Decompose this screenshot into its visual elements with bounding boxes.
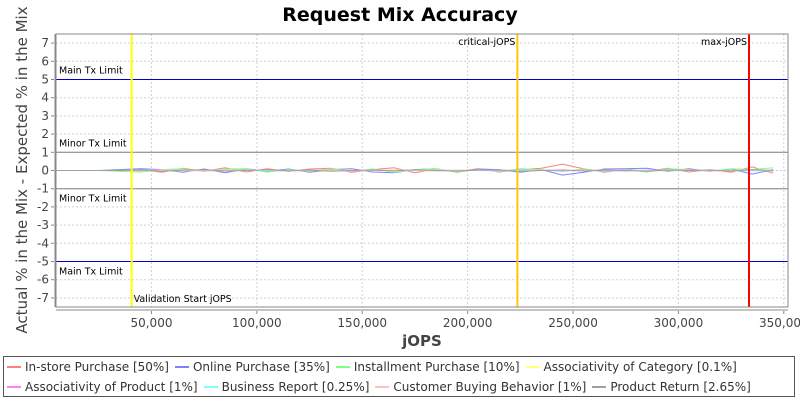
legend-swatch — [375, 386, 390, 388]
legend-label: Customer Buying Behavior [1%] — [393, 380, 587, 394]
x-tick-label: 250,000 — [548, 316, 598, 330]
y-tick-label: 3 — [41, 109, 49, 123]
y-tick-label: -4 — [37, 236, 49, 250]
legend-label: Associativity of Product [1%] — [25, 380, 198, 394]
legend-item: Installment Purchase [10%] — [335, 360, 520, 374]
plot-border — [55, 33, 789, 308]
series-line-7 — [56, 169, 774, 172]
x-tick-label: 50,000 — [130, 316, 172, 330]
vertical-marker-label: critical-jOPS — [458, 37, 515, 48]
y-tick-label: -3 — [37, 218, 49, 232]
legend-item: Associativity of Category [0.1%] — [525, 360, 737, 374]
legend-item: Online Purchase [35%] — [174, 360, 330, 374]
legend-label: Installment Purchase [10%] — [353, 360, 520, 374]
legend-swatch — [174, 366, 189, 368]
legend-item: Customer Buying Behavior [1%] — [375, 380, 586, 394]
vertical-marker-label: max-jOPS — [701, 37, 747, 48]
legend: In-store Purchase [50%] Online Purchase [… — [3, 356, 795, 397]
y-tick-label: 1 — [41, 145, 49, 159]
legend-item: Product Return [2.65%] — [592, 380, 751, 394]
legend-label: Online Purchase [35%] — [192, 360, 330, 374]
x-tick-label: 350,000 — [759, 316, 800, 330]
legend-label: Business Report [0.25%] — [221, 380, 370, 394]
y-tick-label: -6 — [37, 273, 49, 287]
x-tick-label: 150,000 — [337, 316, 387, 330]
y-tick-label: -7 — [37, 291, 49, 305]
horizontal-marker-label: Main Tx Limit — [59, 66, 123, 77]
y-tick-label: 4 — [41, 91, 49, 105]
y-tick-label: 5 — [41, 73, 49, 87]
legend-label: Product Return [2.65%] — [610, 380, 751, 394]
vertical-marker-label: Validation Start jOPS — [134, 294, 232, 305]
y-tick-label: -1 — [37, 182, 49, 196]
legend-swatch — [203, 386, 218, 388]
legend-item: Business Report [0.25%] — [203, 380, 370, 394]
legend-swatch — [7, 386, 21, 388]
legend-swatch — [7, 366, 21, 368]
y-tick-label: -5 — [37, 255, 49, 269]
x-tick-label: 200,000 — [443, 316, 493, 330]
x-tick-label: 300,000 — [654, 316, 704, 330]
legend-swatch — [592, 386, 607, 388]
y-axis-label: Actual % in the Mix - Expected % in the … — [13, 6, 31, 333]
chart-title: Request Mix Accuracy — [282, 4, 518, 26]
x-tick-label: 100,000 — [232, 316, 282, 330]
y-tick-label: 2 — [41, 127, 49, 141]
horizontal-marker-label: Main Tx Limit — [59, 267, 123, 278]
legend-label: In-store Purchase [50%] — [25, 360, 169, 374]
y-tick-label: 6 — [41, 54, 49, 68]
x-axis-label: jOPS — [401, 332, 442, 350]
legend-swatch — [335, 366, 350, 368]
request-mix-chart: Request Mix Accuracy Actual % in the Mix… — [13, 4, 800, 350]
legend-swatch — [525, 366, 540, 368]
legend-label: Associativity of Category [0.1%] — [543, 360, 737, 374]
horizontal-marker-label: Minor Tx Limit — [59, 194, 127, 205]
legend-item: In-store Purchase [50%] — [7, 360, 169, 374]
horizontal-marker-label: Minor Tx Limit — [59, 138, 127, 149]
legend-item: Associativity of Product [1%] — [7, 380, 198, 394]
y-tick-label: 0 — [41, 164, 49, 178]
y-tick-label: -2 — [37, 200, 49, 214]
y-tick-label: 7 — [41, 36, 49, 50]
